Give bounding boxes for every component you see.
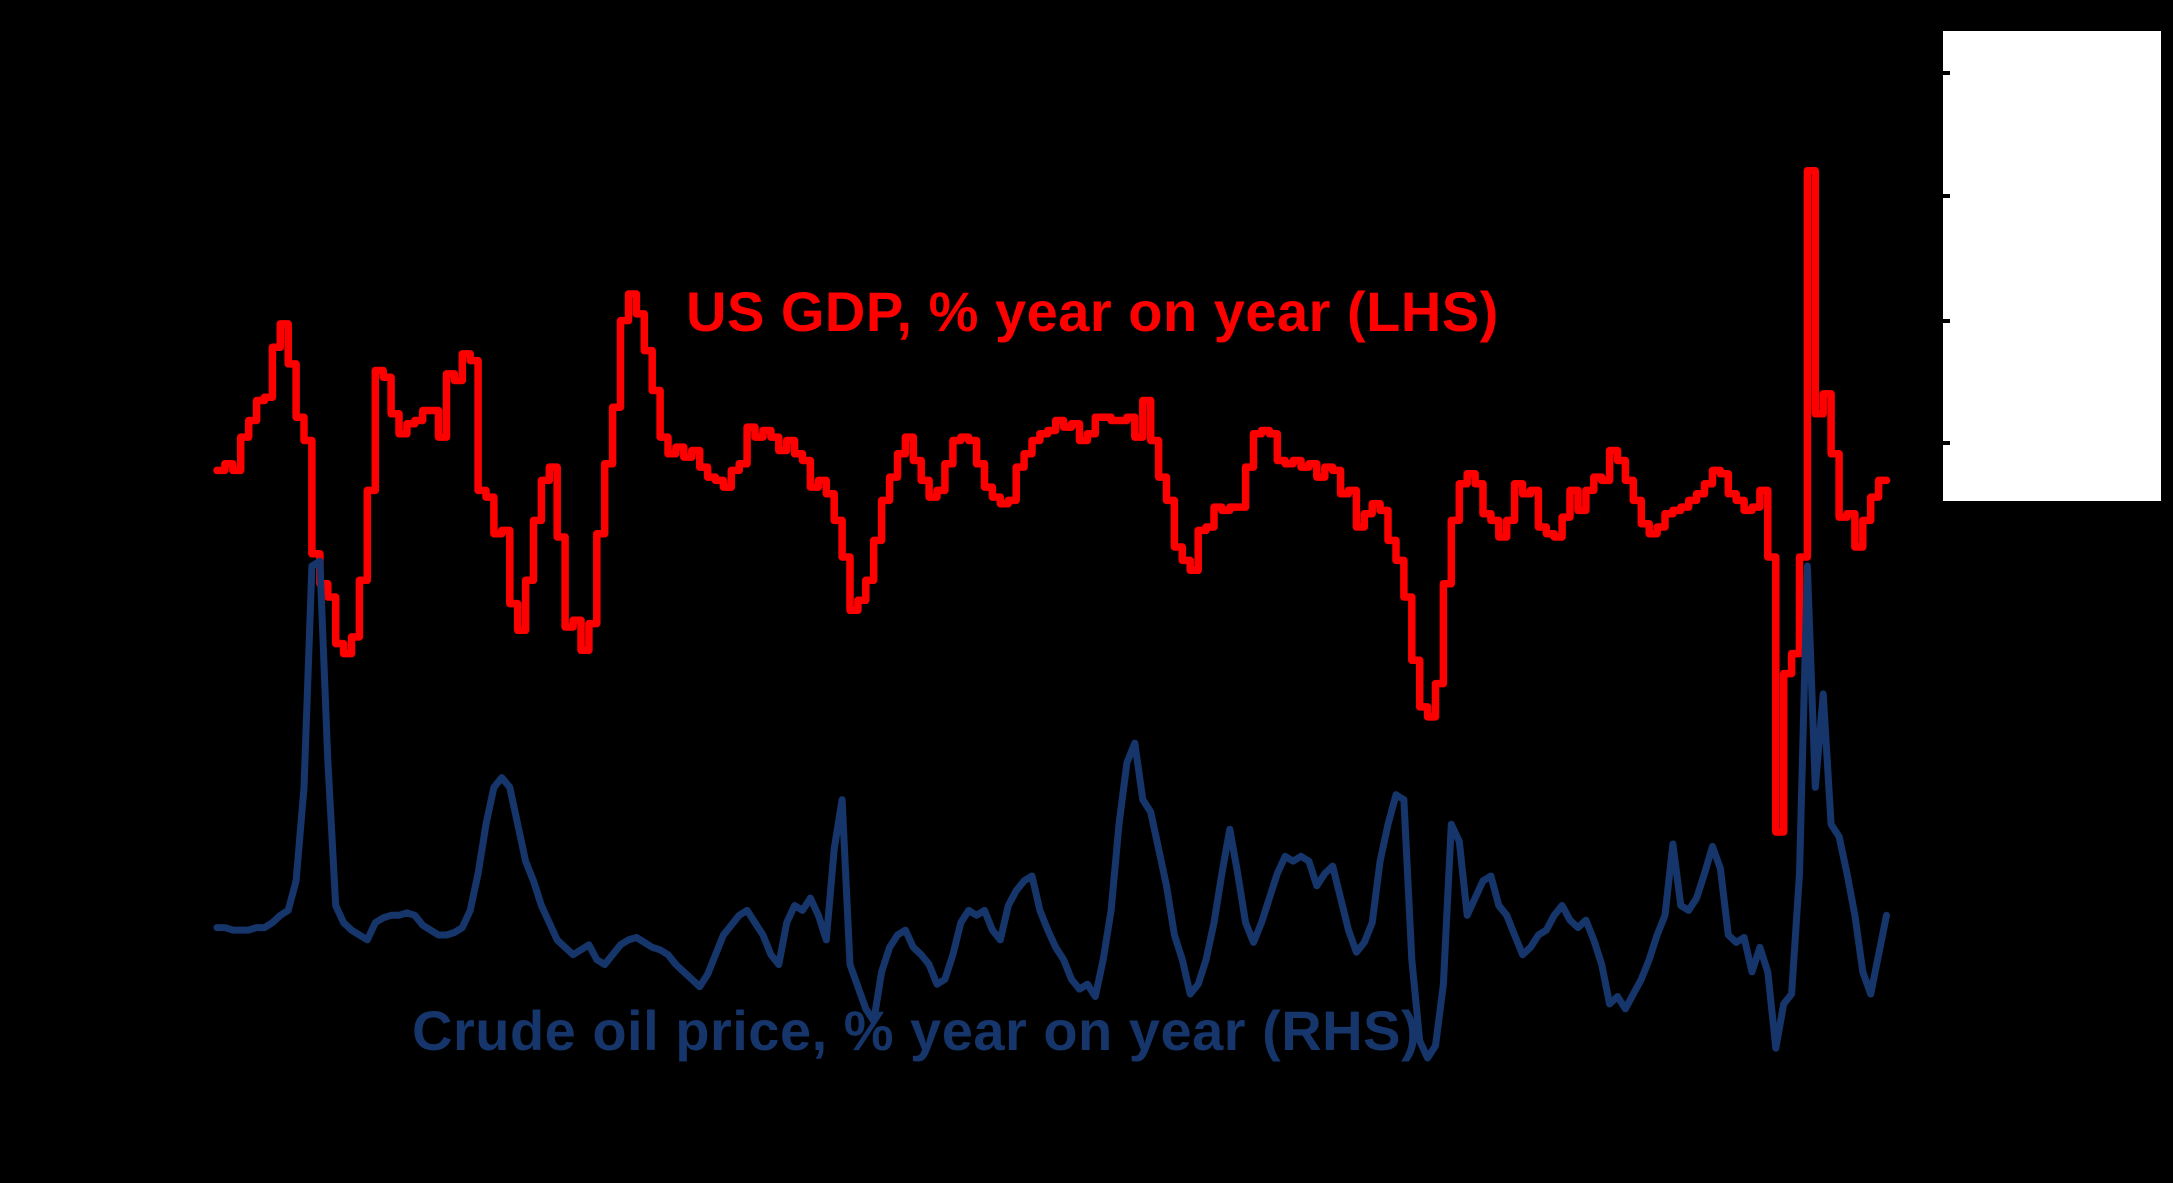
oil-series-label: Crude oil price, % year on year (RHS) bbox=[412, 999, 1421, 1062]
right-axis-tick bbox=[1939, 319, 1950, 323]
right-axis-tick bbox=[1939, 194, 1950, 198]
oil-line-series bbox=[213, 557, 1890, 1062]
gdp-series-label: US GDP, % year on year (LHS) bbox=[686, 280, 1499, 343]
white-patch-overlay bbox=[1943, 31, 2161, 501]
gdp-line-series bbox=[213, 166, 1891, 836]
right-axis-tick bbox=[1939, 441, 1950, 445]
right-axis-tick bbox=[1939, 71, 1950, 75]
